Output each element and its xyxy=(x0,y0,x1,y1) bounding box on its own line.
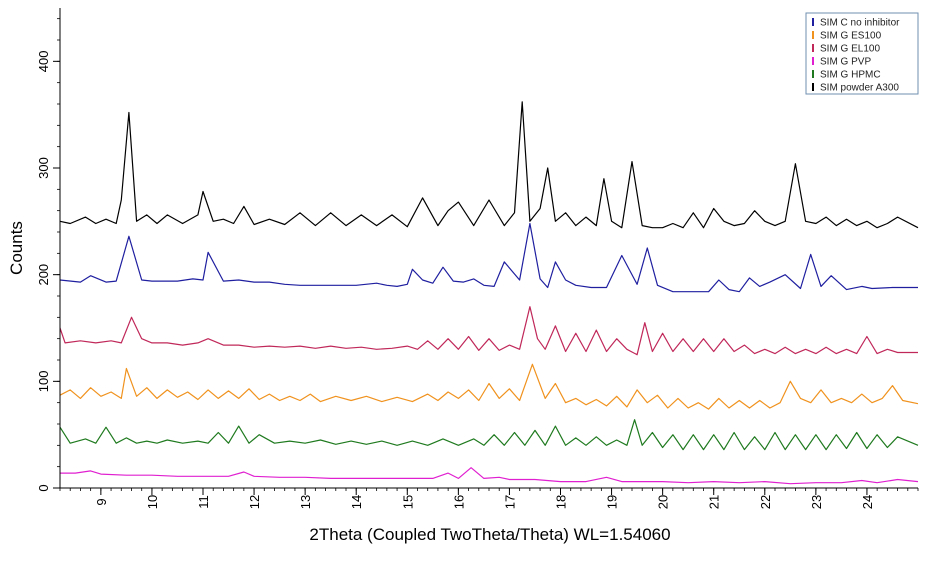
x-tick-label: 11 xyxy=(196,495,211,509)
legend-swatch xyxy=(812,70,814,78)
x-tick-label: 22 xyxy=(758,495,773,509)
legend-swatch xyxy=(812,44,814,52)
y-axis-ticks: 0 100 200 300 400 xyxy=(36,18,60,492)
x-tick-label: 12 xyxy=(247,495,262,509)
legend-swatch xyxy=(812,57,814,65)
legend-entry: SIM powder A300 xyxy=(820,83,899,94)
x-tick-label: 18 xyxy=(554,495,569,509)
legend-swatch xyxy=(812,83,814,91)
x-axis-title: 2Theta (Coupled TwoTheta/Theta) WL=1.540… xyxy=(309,525,670,544)
x-tick-label: 24 xyxy=(860,495,875,509)
x-tick-label: 14 xyxy=(349,495,364,509)
x-tick-label: 10 xyxy=(145,495,160,509)
x-tick-label: 17 xyxy=(502,495,517,509)
legend-entry: SIM G HPMC xyxy=(820,70,881,81)
y-tick-label: 200 xyxy=(36,264,51,286)
y-tick-label: 400 xyxy=(36,50,51,72)
x-tick-label: 20 xyxy=(656,495,671,509)
y-tick-label: 0 xyxy=(36,484,51,491)
x-tick-label: 9 xyxy=(94,498,109,505)
legend-entry: SIM G EL100 xyxy=(820,44,880,55)
series-line xyxy=(59,222,918,293)
series-line xyxy=(59,419,919,451)
series-layer xyxy=(59,101,919,485)
legend-swatch xyxy=(812,31,814,39)
y-tick-label: 100 xyxy=(36,370,51,392)
x-tick-label: 13 xyxy=(298,495,313,509)
legend-entry: SIM G PVP xyxy=(820,57,871,68)
series-line xyxy=(59,363,919,410)
x-tick-label: 15 xyxy=(400,495,415,509)
x-axis-ticks: 9 10 11 12 13 14 15 16 17 18 19 20 21 22 23 24 xyxy=(59,488,919,509)
x-tick-label: 16 xyxy=(451,495,466,509)
legend-entry: SIM G ES100 xyxy=(820,31,882,42)
legend-box xyxy=(805,12,919,95)
series-line xyxy=(59,101,919,229)
legend: SIM C no inhibitor SIM G ES100 SIM G EL100… xyxy=(805,12,919,95)
x-tick-label: 19 xyxy=(605,495,620,509)
y-axis-title: Counts xyxy=(7,221,26,275)
x-tick-label: 23 xyxy=(809,495,824,509)
series-line xyxy=(59,306,918,356)
legend-entry: SIM C no inhibitor xyxy=(820,18,900,29)
y-tick-label: 300 xyxy=(36,157,51,179)
series-line xyxy=(60,467,919,485)
legend-swatch xyxy=(812,18,814,26)
x-tick-label: 21 xyxy=(707,495,722,509)
